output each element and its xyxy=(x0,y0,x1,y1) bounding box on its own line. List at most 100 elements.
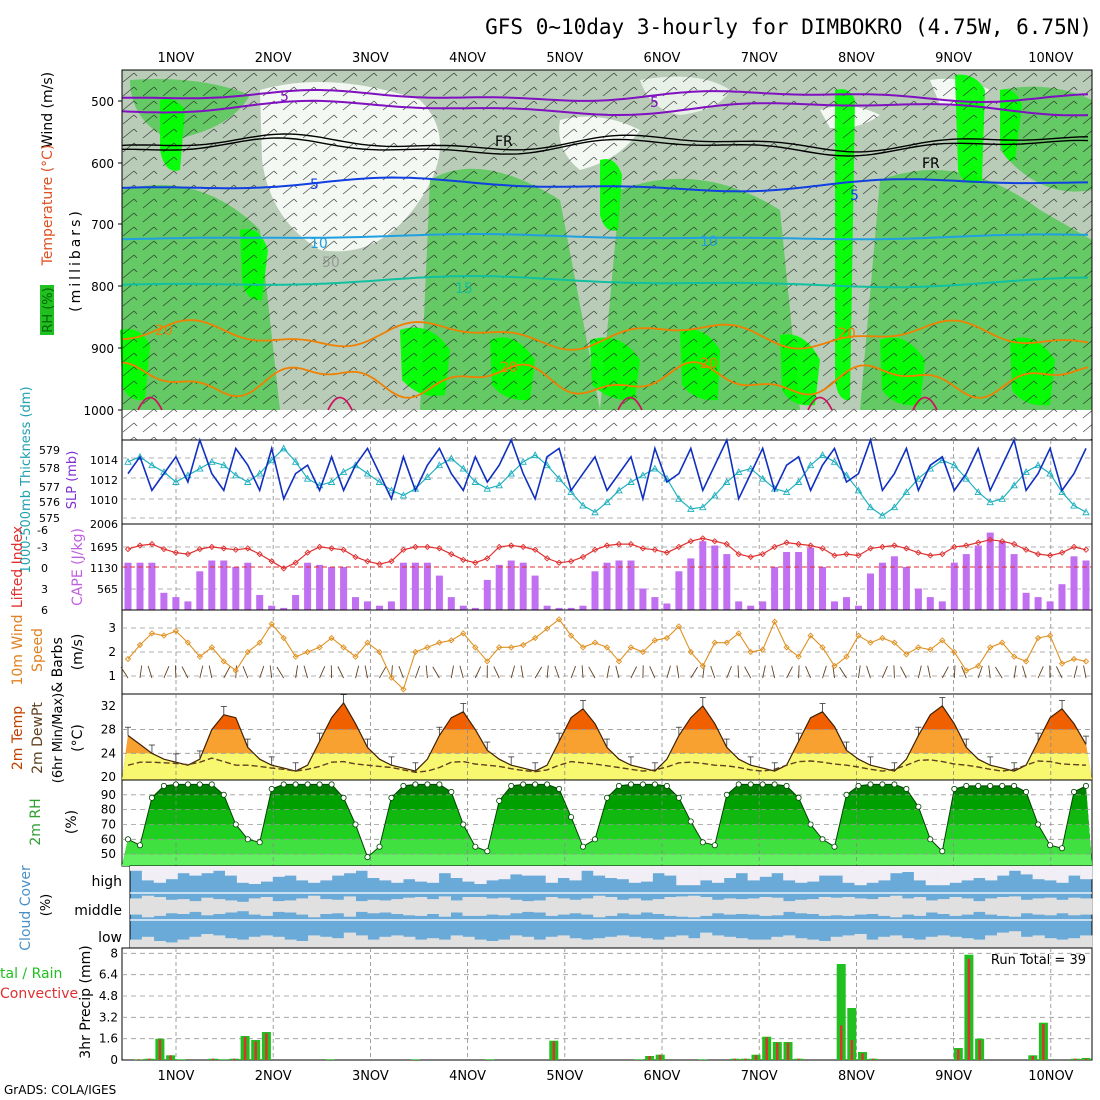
cloud-middle-gap xyxy=(379,900,392,913)
cloud-middle-gap xyxy=(913,897,927,916)
li-marker xyxy=(388,558,395,565)
precip-conv-bar xyxy=(158,1039,162,1060)
precip-total-bar xyxy=(176,1059,186,1060)
precip-conv-bar xyxy=(1042,1024,1045,1060)
precip-conv-bar xyxy=(659,1054,662,1060)
cape-tick-label: 1130 xyxy=(90,562,118,575)
wind-barb xyxy=(858,665,861,679)
cape-bar xyxy=(304,562,312,610)
wind-marker xyxy=(1034,634,1042,642)
wind-barb xyxy=(364,665,368,679)
cape-bar xyxy=(208,560,216,610)
wind-tick-label: 3 xyxy=(108,621,116,635)
cape-bar xyxy=(878,562,886,610)
precip-conv-bar xyxy=(169,1055,172,1060)
precip-conv-bar xyxy=(754,1055,758,1060)
thickness-marker xyxy=(196,464,204,472)
wind-barb xyxy=(493,666,500,679)
rh-marker xyxy=(1035,821,1042,828)
wind-marker xyxy=(783,644,790,651)
thickness-marker xyxy=(279,444,288,452)
thickness-marker xyxy=(974,488,982,496)
thickness-marker xyxy=(208,457,216,465)
rh-marker xyxy=(352,821,359,828)
rh-marker xyxy=(975,782,982,789)
temperature-contours xyxy=(121,89,1089,411)
cloud-low-gap xyxy=(1068,938,1081,948)
cloud-low-gap xyxy=(807,939,820,948)
cloud-low-gap xyxy=(723,936,736,948)
wind-marker xyxy=(915,644,922,651)
wind-barb xyxy=(208,665,213,679)
date-label-bottom: 2NOV xyxy=(255,1069,292,1084)
precip-total-bar xyxy=(410,1059,420,1060)
li-marker xyxy=(1046,552,1054,559)
wind-barb xyxy=(432,666,440,679)
cloud-high-gap xyxy=(747,866,760,881)
cloud-middle-gap xyxy=(640,900,653,913)
li-tick-label: -3 xyxy=(37,541,48,554)
wind-barb xyxy=(882,666,888,679)
cloud-low-gap xyxy=(391,935,404,948)
cape-bar xyxy=(340,567,348,610)
thickness-marker xyxy=(615,486,623,494)
cloud-low-gap xyxy=(985,935,998,948)
cape-bar xyxy=(795,552,803,610)
wind-marker xyxy=(831,662,838,670)
cloud-high-gap xyxy=(474,866,487,884)
wind10m-barbs xyxy=(120,665,1087,679)
li-marker xyxy=(472,559,479,566)
wind-marker xyxy=(232,667,239,674)
thickness-tick-label: 578 xyxy=(39,462,60,475)
wind-barb xyxy=(1037,666,1044,679)
wind-barb xyxy=(977,665,983,679)
cloud-middle-gap xyxy=(260,897,273,916)
cloud-low-gap xyxy=(569,938,582,948)
thickness-marker xyxy=(303,474,312,482)
cloud-low-gap xyxy=(997,932,1010,948)
wind-marker xyxy=(424,644,431,651)
precip-conv-bar xyxy=(797,1058,800,1060)
wind-marker xyxy=(951,648,958,656)
cape-bar xyxy=(148,562,156,610)
ylabel-cape: CAPE (J/kg) xyxy=(70,528,86,606)
thickness-marker xyxy=(890,503,899,511)
thickness-marker xyxy=(1022,467,1030,475)
cloud-low-gap xyxy=(771,936,784,948)
wind-marker xyxy=(1082,658,1090,665)
cloud-middle-gap xyxy=(248,898,261,915)
wind-marker xyxy=(963,667,970,674)
cape-bar xyxy=(495,564,503,610)
run-total: Run Total = 39 xyxy=(991,953,1086,968)
thickness-marker xyxy=(854,486,863,494)
thickness-marker xyxy=(627,478,635,485)
rh-marker xyxy=(520,781,527,788)
cloud-low-gap xyxy=(664,936,677,948)
rh-tick-label: 60 xyxy=(101,832,116,846)
cloud-middle-gap xyxy=(355,901,368,912)
thickness-marker xyxy=(1046,469,1054,477)
cloud-low-gap xyxy=(973,939,986,948)
rh-marker xyxy=(172,781,179,788)
wind-marker xyxy=(196,653,203,660)
wind-marker xyxy=(591,639,599,646)
rh-marker xyxy=(544,781,551,788)
cloud-high-gap xyxy=(1044,866,1057,881)
cloud-high-gap xyxy=(533,866,546,876)
wind-marker xyxy=(448,637,455,644)
cloud-middle-gap xyxy=(391,899,404,914)
cape-bar xyxy=(974,545,982,610)
ylabel-thickness: 1000-500mb Thickness (dm) xyxy=(19,386,34,573)
thickness-marker xyxy=(519,457,527,465)
date-label-top: 10NOV xyxy=(1028,51,1073,66)
wind-marker xyxy=(304,648,311,656)
rh-marker xyxy=(687,818,694,825)
cloud-middle-gap xyxy=(783,901,796,912)
rh-marker xyxy=(256,839,263,846)
wind-marker xyxy=(1022,658,1030,665)
li-marker xyxy=(963,542,970,549)
cloud-low-gap xyxy=(866,939,879,948)
wind-barb xyxy=(510,665,516,679)
wind-marker xyxy=(687,648,694,656)
contour-temp-20 xyxy=(121,319,1089,351)
